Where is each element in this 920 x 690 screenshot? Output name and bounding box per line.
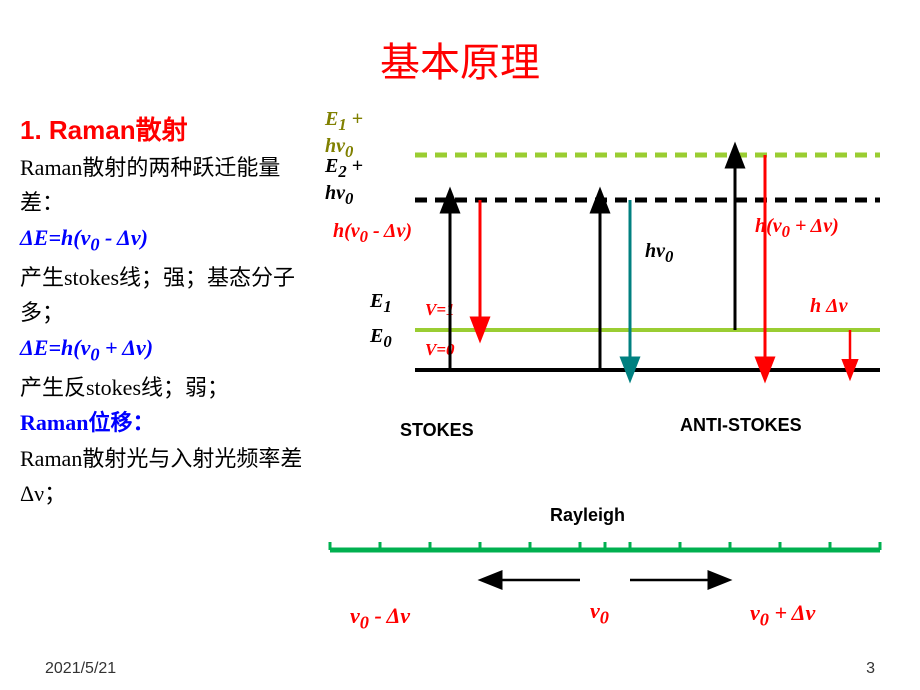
body-text: Raman散射的两种跃迁能量差： ΔE=h(ν0 - Δν) 产生stokes线… xyxy=(20,150,320,511)
body-line-4a: Raman位移： xyxy=(20,405,320,440)
body-line-1: Raman散射的两种跃迁能量差： xyxy=(20,150,320,220)
slide-title-bar: 基本原理 xyxy=(0,30,920,88)
freq-center: ν0 xyxy=(590,598,609,628)
stokes-label: STOKES xyxy=(400,420,474,441)
body-line-2: 产生stokes线；强；基态分子多； xyxy=(20,260,320,330)
slide-title: 基本原理 xyxy=(380,40,540,85)
body-eq-2: ΔE=h(ν0 + Δν) xyxy=(20,330,320,370)
anti-stokes-label: ANTI-STOKES xyxy=(680,415,802,436)
body-line-3: 产生反stokes线；弱； xyxy=(20,370,320,405)
section-heading: 1. Raman散射 xyxy=(20,110,188,147)
energy-level-diagram xyxy=(320,100,900,430)
footer-page: 3 xyxy=(866,660,875,678)
freq-right: ν0 + Δν xyxy=(750,600,815,630)
freq-left: ν0 - Δν xyxy=(350,603,410,633)
body-line-4: Raman散射光与入射光频率差Δν； xyxy=(20,441,320,511)
body-eq-1: ΔE=h(ν0 - Δν) xyxy=(20,220,320,260)
footer-date: 2021/5/21 xyxy=(45,660,116,678)
